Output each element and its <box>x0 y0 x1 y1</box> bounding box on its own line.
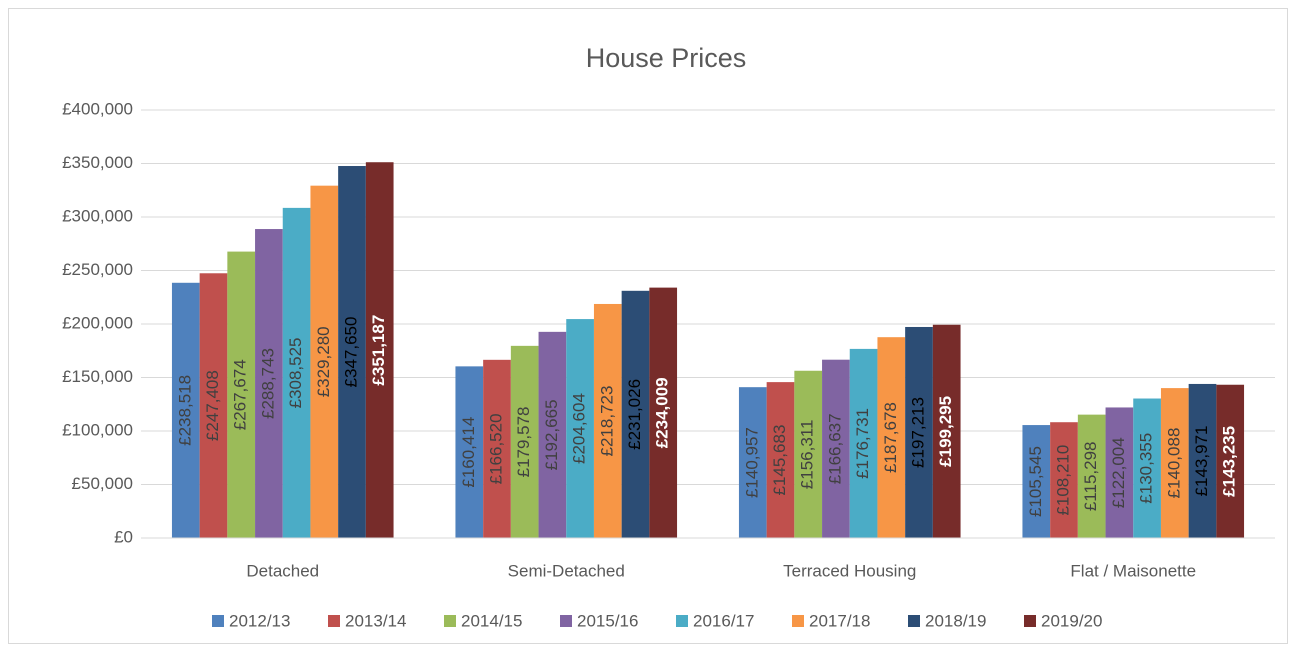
y-tick-label: £250,000 <box>62 260 133 279</box>
data-label: £267,674 <box>231 359 250 430</box>
bar <box>877 337 906 538</box>
legend-label: 2012/13 <box>229 611 290 630</box>
legend-swatch <box>908 615 920 627</box>
bar <box>1077 414 1106 538</box>
legend-label: 2017/18 <box>809 611 870 630</box>
legend-label: 2013/14 <box>345 611 406 630</box>
bar <box>649 287 678 538</box>
data-label: £231,026 <box>625 379 644 450</box>
legend-label: 2016/17 <box>693 611 754 630</box>
bar <box>1188 383 1217 538</box>
bar <box>282 207 311 539</box>
data-label: £115,298 <box>1081 441 1100 511</box>
y-tick-label: £150,000 <box>62 367 133 386</box>
data-label: £179,578 <box>514 406 533 477</box>
bar <box>538 331 567 538</box>
bar <box>1105 407 1134 538</box>
data-label: £143,235 <box>1220 426 1239 497</box>
x-tick-label: Semi-Detached <box>508 561 625 580</box>
bar <box>227 251 256 539</box>
bar <box>1022 425 1051 538</box>
y-tick-label: £100,000 <box>62 420 133 439</box>
data-label: £247,408 <box>203 370 222 441</box>
bar <box>1216 384 1245 538</box>
data-label: £176,731 <box>853 408 872 479</box>
data-label: £329,280 <box>314 326 333 397</box>
data-label: £140,088 <box>1164 428 1183 499</box>
legend-swatch <box>444 615 456 627</box>
data-label: £197,213 <box>908 397 927 468</box>
bar <box>199 273 228 538</box>
bar <box>566 319 594 538</box>
bar <box>510 345 539 538</box>
bar <box>822 359 850 538</box>
data-label: £199,295 <box>936 396 955 467</box>
data-label: £351,187 <box>369 315 388 386</box>
bar <box>1133 398 1161 538</box>
legend-swatch <box>212 615 224 627</box>
legend-swatch <box>560 615 572 627</box>
bar <box>310 185 339 538</box>
x-tick-label: Flat / Maisonette <box>1070 561 1196 580</box>
chart-title: House Prices <box>586 43 747 73</box>
data-label: £140,957 <box>742 427 761 498</box>
y-tick-label: £200,000 <box>62 313 133 332</box>
data-label: £143,971 <box>1192 426 1211 497</box>
data-label: £347,650 <box>341 317 360 388</box>
data-label: £105,545 <box>1026 446 1045 517</box>
bar <box>1160 388 1189 538</box>
bar <box>794 370 823 538</box>
y-tick-label: £50,000 <box>72 474 133 493</box>
y-tick-label: £0 <box>114 527 133 546</box>
data-label: £122,004 <box>1109 437 1128 508</box>
bar <box>849 348 878 538</box>
bar <box>593 303 622 538</box>
data-label: £218,723 <box>597 386 616 457</box>
x-tick-label: Detached <box>246 561 319 580</box>
data-label: £156,311 <box>798 420 817 490</box>
bar <box>255 229 283 538</box>
bar <box>365 162 394 538</box>
bar <box>766 382 795 538</box>
legend-swatch <box>792 615 804 627</box>
data-label: £166,637 <box>825 413 844 484</box>
data-label: £238,518 <box>175 375 194 446</box>
legend-label: 2015/16 <box>577 611 638 630</box>
data-label: £166,520 <box>486 413 505 484</box>
bar <box>621 290 650 538</box>
legend-label: 2014/15 <box>461 611 522 630</box>
data-label: £145,683 <box>770 425 789 496</box>
bar <box>483 359 511 538</box>
legend-swatch <box>676 615 688 627</box>
data-label: £160,414 <box>459 417 478 488</box>
bar <box>932 324 961 538</box>
legend-label: 2018/19 <box>925 611 986 630</box>
legend-swatch <box>1024 615 1036 627</box>
legend-swatch <box>328 615 340 627</box>
y-tick-label: £300,000 <box>62 206 133 225</box>
bar <box>905 326 933 538</box>
bar <box>338 166 366 538</box>
data-label: £187,678 <box>881 402 900 473</box>
legend-label: 2019/20 <box>1041 611 1102 630</box>
data-label: £192,665 <box>542 399 561 470</box>
y-tick-label: £350,000 <box>62 153 133 172</box>
data-label: £204,604 <box>570 393 589 464</box>
data-label: £108,210 <box>1053 445 1072 516</box>
x-tick-label: Terraced Housing <box>783 561 916 580</box>
data-label: £308,525 <box>286 337 305 408</box>
y-tick-label: £400,000 <box>62 99 133 118</box>
bar <box>1050 422 1078 538</box>
bar <box>738 387 767 538</box>
data-label: £288,743 <box>258 348 277 419</box>
data-label: £130,355 <box>1137 433 1156 504</box>
data-label: £234,009 <box>653 377 672 448</box>
bar <box>171 282 200 538</box>
bar <box>455 366 484 538</box>
